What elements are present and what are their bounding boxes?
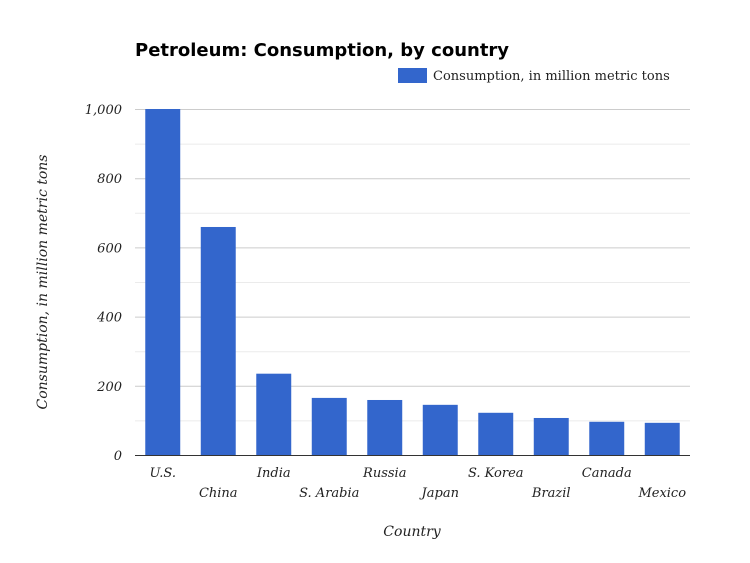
bar-us	[145, 109, 181, 455]
y-tick-label: 600	[97, 241, 122, 256]
y-tick-label: 400	[96, 311, 122, 326]
legend-swatch	[398, 68, 427, 83]
x-tick-label: Canada	[582, 466, 632, 481]
bar-india	[256, 373, 292, 455]
x-tick-label: Japan	[419, 486, 459, 501]
legend: Consumption, in million metric tons	[398, 68, 670, 84]
bar-china	[200, 226, 236, 455]
x-tick-label: Brazil	[531, 486, 571, 501]
x-tick-label: India	[256, 466, 291, 481]
bar-japan	[422, 404, 458, 455]
y-tick-label: 200	[96, 380, 122, 395]
x-tick-label: Russia	[362, 466, 406, 481]
bar-sarabia	[311, 397, 347, 455]
legend-label: Consumption, in million metric tons	[433, 69, 670, 84]
x-axis-title: Country	[383, 524, 441, 540]
bar-canada	[589, 421, 625, 455]
bar-skorea	[478, 412, 514, 455]
bar-mexico	[644, 422, 680, 455]
y-tick-label: 0	[114, 449, 122, 464]
bar-brazil	[533, 417, 569, 455]
y-axis-title: Consumption, in million metric tons	[35, 155, 51, 410]
chart-title: Petroleum: Consumption, by country	[135, 40, 509, 61]
x-tick-label: U.S.	[150, 466, 176, 481]
x-tick-label: S. Arabia	[299, 486, 359, 501]
x-tick-label: Mexico	[637, 486, 686, 501]
x-tick-label: S. Korea	[468, 466, 524, 481]
y-tick-label: 800	[97, 172, 122, 187]
bar-russia	[367, 399, 403, 455]
y-tick-label: 1,000	[85, 103, 122, 118]
x-tick-label: China	[199, 486, 238, 501]
